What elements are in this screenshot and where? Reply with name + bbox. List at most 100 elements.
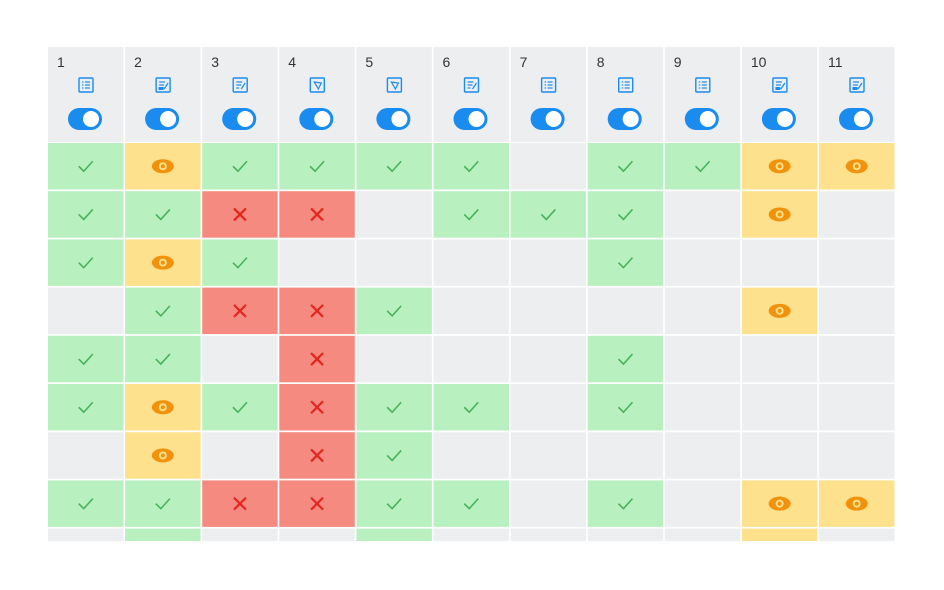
status-cell[interactable]: [202, 239, 278, 286]
status-cell[interactable]: [433, 335, 510, 383]
column-number: 7: [520, 54, 528, 70]
status-cell[interactable]: [741, 239, 818, 286]
status-cell[interactable]: [356, 432, 432, 479]
cross-icon: [310, 207, 324, 222]
status-cell[interactable]: [819, 191, 895, 238]
status-cell[interactable]: [48, 384, 124, 431]
status-cell[interactable]: [664, 191, 741, 238]
status-cell[interactable]: [664, 239, 741, 286]
status-cell[interactable]: [48, 239, 124, 286]
status-cell[interactable]: [664, 384, 741, 431]
status-cell[interactable]: [202, 432, 278, 479]
status-cell[interactable]: [510, 287, 587, 335]
status-cell[interactable]: [819, 432, 895, 479]
status-cell[interactable]: [356, 384, 432, 431]
status-cell[interactable]: [587, 143, 664, 190]
column-header: 1: [48, 47, 124, 142]
eye-dot: [777, 164, 782, 169]
status-cell[interactable]: [125, 191, 201, 238]
status-cell[interactable]: [587, 335, 664, 383]
status-cell[interactable]: [48, 480, 124, 527]
status-cell[interactable]: [510, 239, 587, 286]
check-icon: [78, 160, 94, 173]
status-cell[interactable]: [48, 287, 124, 335]
status-cell[interactable]: [587, 432, 664, 479]
toggle-knob: [776, 111, 793, 127]
check-icon: [232, 160, 248, 173]
status-cell[interactable]: [202, 143, 278, 190]
status-cell[interactable]: [741, 432, 818, 479]
check-icon: [78, 208, 94, 221]
check-icon: [386, 305, 402, 318]
status-cell[interactable]: [510, 143, 587, 190]
status-cell[interactable]: [202, 335, 278, 383]
status-cell[interactable]: [433, 143, 510, 190]
status-cell[interactable]: [356, 287, 432, 335]
check-icon: [540, 208, 556, 221]
check-icon: [309, 160, 325, 173]
toggle-knob: [160, 111, 177, 127]
check-icon: [463, 401, 479, 414]
toggle-knob: [622, 111, 639, 127]
status-cell[interactable]: [433, 239, 510, 286]
status-cell[interactable]: [356, 143, 432, 190]
status-cell[interactable]: [279, 239, 355, 286]
status-cell[interactable]: [48, 335, 124, 383]
status-cell[interactable]: [433, 287, 510, 335]
status-cell[interactable]: [587, 287, 664, 335]
status-cell[interactable]: [125, 287, 201, 335]
status-cell[interactable]: [510, 432, 587, 479]
status-cell[interactable]: [587, 384, 664, 431]
toggle-knob: [699, 111, 716, 127]
status-cell[interactable]: [356, 191, 432, 238]
status-cell[interactable]: [433, 384, 510, 431]
status-cell[interactable]: [433, 191, 510, 238]
status-cell[interactable]: [510, 191, 587, 238]
status-cell[interactable]: [664, 287, 741, 335]
column-number: 2: [134, 54, 142, 70]
check-icon: [155, 498, 171, 510]
status-cell[interactable]: [510, 335, 587, 383]
status-cell[interactable]: [819, 384, 895, 431]
check-icon: [617, 353, 634, 366]
status-cell[interactable]: [587, 191, 664, 238]
status-cell[interactable]: [741, 384, 818, 431]
icon-line: [163, 82, 169, 90]
column-header: 5: [356, 47, 432, 142]
status-cell[interactable]: [664, 432, 741, 479]
toggle-knob: [854, 111, 870, 127]
status-cell[interactable]: [819, 287, 895, 335]
status-cell[interactable]: [587, 480, 664, 527]
status-cell[interactable]: [433, 432, 510, 479]
status-cell[interactable]: [125, 335, 201, 383]
status-cell[interactable]: [125, 480, 201, 527]
status-cell[interactable]: [202, 384, 278, 431]
status-cell: [48, 528, 124, 541]
check-icon: [78, 257, 94, 269]
status-cell[interactable]: [48, 191, 124, 238]
status-cell[interactable]: [433, 480, 510, 527]
column-header: 3: [202, 47, 278, 142]
check-icon: [155, 353, 171, 366]
status-cell: [279, 528, 355, 541]
status-cell[interactable]: [356, 239, 432, 286]
icon-frame: [618, 77, 634, 93]
status-cell[interactable]: [664, 480, 741, 527]
status-cell[interactable]: [510, 480, 587, 527]
status-cell[interactable]: [48, 432, 124, 479]
status-cell[interactable]: [356, 335, 432, 383]
status-cell[interactable]: [819, 335, 895, 383]
status-cell[interactable]: [741, 335, 818, 383]
status-cell: [433, 528, 509, 541]
status-cell[interactable]: [587, 239, 664, 286]
status-cell[interactable]: [510, 384, 587, 431]
status-cell[interactable]: [819, 239, 895, 286]
status-cell[interactable]: [279, 143, 355, 190]
status-cell[interactable]: [664, 143, 741, 190]
icon-fill: [158, 87, 164, 90]
status-cell[interactable]: [664, 335, 741, 383]
cross-icon: [233, 304, 247, 318]
status-cell[interactable]: [48, 143, 124, 190]
check-icon: [617, 160, 634, 173]
status-cell[interactable]: [356, 480, 432, 527]
